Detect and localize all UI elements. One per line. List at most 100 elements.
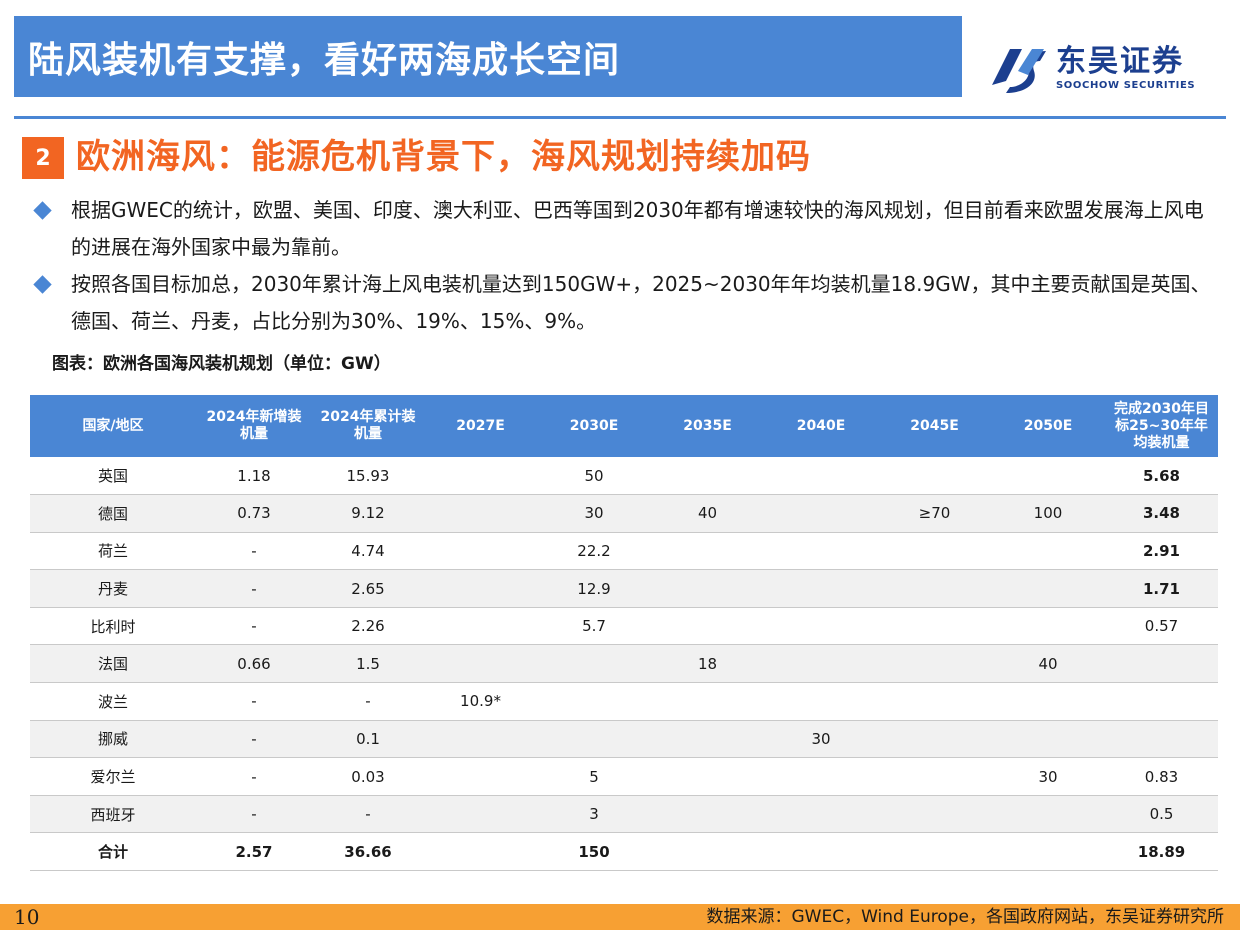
- table-cell: 1.5: [312, 644, 424, 684]
- table-cell: 50: [537, 457, 651, 496]
- table-cell: 0.1: [312, 720, 424, 759]
- table-cell: [424, 795, 537, 834]
- table-cell: 18: [651, 644, 764, 684]
- table-cell: 1.71: [1105, 569, 1218, 608]
- table-cell: [651, 569, 764, 608]
- table-cell: [991, 532, 1105, 571]
- table-cell: [878, 682, 991, 721]
- section-title: 欧洲海风：能源危机背景下，海风规划持续加码: [76, 137, 811, 177]
- table-cell: [764, 569, 878, 608]
- table-cell: [991, 720, 1105, 759]
- total-cell: [878, 832, 991, 872]
- table-cell: [651, 720, 764, 759]
- country-cell: 西班牙: [30, 795, 196, 834]
- table-cell: [651, 607, 764, 646]
- table-cell: 5.7: [537, 607, 651, 646]
- country-cell: 挪威: [30, 720, 196, 759]
- table-cell: 0.5: [1105, 795, 1218, 834]
- table-cell: [424, 569, 537, 608]
- table-header-row: 国家/地区 2024年新增装机量 2024年累计装机量 2027E 2030E …: [30, 395, 1218, 457]
- table-cell: [878, 757, 991, 796]
- table-cell: 1.18: [196, 457, 312, 496]
- table-cell: [764, 757, 878, 796]
- table-cell: [991, 569, 1105, 608]
- total-cell: [764, 832, 878, 872]
- table-row: 挪威 -0.1 30: [30, 720, 1218, 759]
- table-cell: [991, 457, 1105, 496]
- country-cell: 法国: [30, 644, 196, 684]
- column-header: 2040E: [764, 395, 878, 457]
- table-cell: [537, 720, 651, 759]
- table-cell: [764, 607, 878, 646]
- table-cell: [1105, 644, 1218, 684]
- data-source-note: 数据来源：GWEC，Wind Europe，各国政府网站，东吴证券研究所: [706, 907, 1224, 927]
- table-cell: [424, 757, 537, 796]
- total-row: 合计 2.57 36.66 150 18.89: [30, 832, 1218, 872]
- table-cell: [424, 532, 537, 571]
- column-header: 2024年累计装机量: [312, 395, 424, 457]
- table-cell: [764, 682, 878, 721]
- table-cell: [651, 532, 764, 571]
- total-cell: 36.66: [312, 832, 424, 872]
- table-cell: 30: [764, 720, 878, 759]
- table-cell: [764, 795, 878, 834]
- table-cell: [878, 795, 991, 834]
- table-cell: [764, 457, 878, 496]
- table-cell: 40: [991, 644, 1105, 684]
- table-cell: [878, 457, 991, 496]
- table-cell: [651, 682, 764, 721]
- table-cell: [424, 720, 537, 759]
- table-cell: -: [196, 757, 312, 796]
- table-row: 爱尔兰 -0.03 5 30 0.83: [30, 757, 1218, 796]
- table-cell: 15.93: [312, 457, 424, 496]
- table-cell: 3: [537, 795, 651, 834]
- table-cell: 5.68: [1105, 457, 1218, 496]
- country-cell: 波兰: [30, 682, 196, 721]
- table-cell: -: [196, 532, 312, 571]
- table-cell: -: [312, 682, 424, 721]
- table-cell: -: [312, 795, 424, 834]
- table-cell: [537, 682, 651, 721]
- table-cell: 0.73: [196, 494, 312, 533]
- table-cell: [764, 644, 878, 684]
- table-cell: [764, 532, 878, 571]
- diamond-bullet-icon: [33, 275, 52, 294]
- column-header: 2050E: [991, 395, 1105, 457]
- table-cell: -: [196, 569, 312, 608]
- total-cell: [651, 832, 764, 872]
- table-row: 丹麦 -2.65 12.9 1.71: [30, 569, 1218, 608]
- table-cell: 3.48: [1105, 494, 1218, 533]
- table-cell: 2.26: [312, 607, 424, 646]
- bullet-text: 根据GWEC的统计，欧盟、美国、印度、澳大利亚、巴西等国到2030年都有增速较快…: [71, 198, 1204, 259]
- table-cell: [991, 682, 1105, 721]
- soochow-logo-icon: [992, 49, 1046, 93]
- table-cell: [424, 494, 537, 533]
- column-header: 2024年新增装机量: [196, 395, 312, 457]
- table-cell: 0.03: [312, 757, 424, 796]
- total-cell: [991, 832, 1105, 872]
- column-header: 2035E: [651, 395, 764, 457]
- table-cell: 9.12: [312, 494, 424, 533]
- country-cell: 比利时: [30, 607, 196, 646]
- page-title: 陆风装机有支撑，看好两海成长空间: [28, 39, 621, 81]
- page-number: 10: [14, 905, 40, 929]
- country-cell: 英国: [30, 457, 196, 496]
- table-cell: 100: [991, 494, 1105, 533]
- table-row: 西班牙 - -3 0.5: [30, 795, 1218, 834]
- total-cell: [424, 832, 537, 872]
- table-cell: 30: [991, 757, 1105, 796]
- company-logo: 东吴证券 SOOCHOW SECURITIES: [988, 40, 1218, 96]
- table-cell: 2.65: [312, 569, 424, 608]
- table-caption: 图表：欧洲各国海风装机规划（单位：GW）: [52, 354, 391, 374]
- table-cell: 22.2: [537, 532, 651, 571]
- table-cell: [424, 457, 537, 496]
- offshore-wind-plan-table: 国家/地区 2024年新增装机量 2024年累计装机量 2027E 2030E …: [30, 395, 1218, 872]
- table-cell: [651, 795, 764, 834]
- table-cell: [764, 494, 878, 533]
- table-row: 波兰 - -10.9*: [30, 682, 1218, 721]
- table-cell: [878, 607, 991, 646]
- table-cell: -: [196, 720, 312, 759]
- column-header: 完成2030年目标25~30年年均装机量: [1105, 395, 1218, 457]
- country-cell: 荷兰: [30, 532, 196, 571]
- table-cell: 2.91: [1105, 532, 1218, 571]
